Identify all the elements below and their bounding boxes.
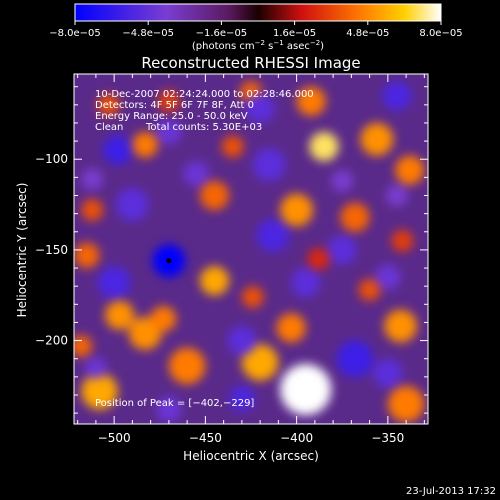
minimum-marker bbox=[166, 258, 172, 264]
y-tick-label: −150 bbox=[35, 243, 68, 257]
heat-blob bbox=[307, 248, 330, 270]
heat-blob bbox=[227, 325, 257, 356]
colorbar-tick-label: 1.6e−05 bbox=[273, 28, 316, 39]
heat-blob bbox=[375, 264, 401, 290]
heat-blob bbox=[360, 122, 394, 156]
plot-area bbox=[74, 74, 428, 424]
heat-blob bbox=[115, 188, 149, 221]
colorbar-tick-label: 4.8e−05 bbox=[346, 28, 389, 39]
heat-blob bbox=[395, 155, 425, 185]
heat-blob bbox=[81, 168, 104, 191]
heat-blob bbox=[81, 199, 104, 221]
heat-blob bbox=[309, 131, 339, 162]
heat-blob bbox=[157, 90, 180, 113]
heat-blob bbox=[156, 396, 182, 423]
heat-blob bbox=[252, 148, 286, 182]
colorbar: −8.0e−05 −4.8e−05 −1.6e−05 1.6e−05 4.8e−05 8.… bbox=[49, 3, 463, 52]
heat-blob bbox=[386, 184, 408, 207]
heat-blob bbox=[291, 267, 321, 298]
heat-blob bbox=[241, 344, 279, 381]
heat-blob bbox=[358, 278, 381, 301]
heat-blob bbox=[132, 131, 158, 158]
heat-blob bbox=[229, 385, 255, 412]
heat-blob bbox=[280, 363, 332, 416]
colorbar-tick-label: 8.0e−05 bbox=[419, 28, 462, 39]
annotation-energy: Energy Range: 25.0 - 50.0 keV bbox=[95, 111, 248, 122]
colorbar-units: (photons cm−2 s−1 asec−2) bbox=[192, 39, 324, 52]
heat-blob bbox=[199, 180, 230, 211]
heat-blob bbox=[336, 340, 374, 377]
heat-blob bbox=[81, 373, 118, 410]
heat-blob bbox=[97, 266, 131, 299]
heat-blob bbox=[384, 309, 418, 343]
heat-blob bbox=[387, 385, 425, 423]
heat-blob bbox=[276, 313, 306, 343]
heat-blob bbox=[84, 356, 107, 379]
colorbar-tick-label: −1.6e−05 bbox=[196, 28, 248, 39]
plot-frame bbox=[73, 73, 429, 425]
x-tick-label: −500 bbox=[98, 431, 131, 445]
heat-blob bbox=[382, 81, 412, 111]
heat-blob bbox=[168, 347, 206, 385]
heat-blob bbox=[296, 86, 326, 116]
y-tick-label: −100 bbox=[35, 152, 68, 166]
colorbar-tick-label: −8.0e−05 bbox=[49, 28, 101, 39]
heat-blob bbox=[221, 135, 244, 158]
heat-blob bbox=[256, 218, 290, 252]
heat-blob bbox=[340, 202, 370, 232]
heat-blob bbox=[97, 93, 120, 116]
colorbar-gradient bbox=[74, 3, 442, 22]
x-tick-label: −450 bbox=[189, 431, 222, 445]
heat-blob bbox=[280, 193, 314, 227]
y-tick-label: −200 bbox=[35, 334, 68, 348]
heat-blob bbox=[373, 358, 403, 388]
x-tick-label: −400 bbox=[280, 431, 313, 445]
x-tick-label: −350 bbox=[371, 431, 404, 445]
annotation-counts: Total counts: 5.30E+03 bbox=[145, 122, 262, 133]
annotation-method: Clean bbox=[95, 122, 123, 133]
annotations: 10-Dec-2007 02:24:24.000 to 02:28:46.000… bbox=[95, 89, 314, 409]
chart-title: Reconstructed RHESSI Image bbox=[141, 54, 360, 72]
heat-blob bbox=[150, 306, 177, 332]
annotation-detectors: Detectors: 4F 5F 6F 7F 8F, Att 0 bbox=[95, 100, 254, 111]
heat-blob bbox=[105, 300, 135, 330]
heat-blob bbox=[74, 242, 100, 269]
x-axis-label: Heliocentric X (arcsec) bbox=[183, 449, 319, 463]
heat-blob bbox=[241, 286, 264, 309]
colorbar-tick-label: −4.8e−05 bbox=[122, 28, 174, 39]
annotation-peak: Position of Peak = [−402,−229] bbox=[95, 398, 254, 409]
heat-blob bbox=[331, 170, 354, 192]
heat-blob bbox=[199, 266, 230, 296]
footer-timestamp: 23-Jul-2013 17:32 bbox=[406, 486, 496, 497]
heat-blob bbox=[391, 229, 414, 252]
annotation-time-range: 10-Dec-2007 02:24:24.000 to 02:28:46.000 bbox=[95, 89, 314, 100]
heat-blob bbox=[327, 235, 357, 265]
heat-blob bbox=[156, 119, 182, 145]
heat-blob bbox=[245, 93, 275, 124]
heat-blob bbox=[103, 135, 133, 165]
heat-blob bbox=[183, 160, 210, 187]
y-axis-label: Heliocentric Y (arcsec) bbox=[15, 183, 29, 318]
